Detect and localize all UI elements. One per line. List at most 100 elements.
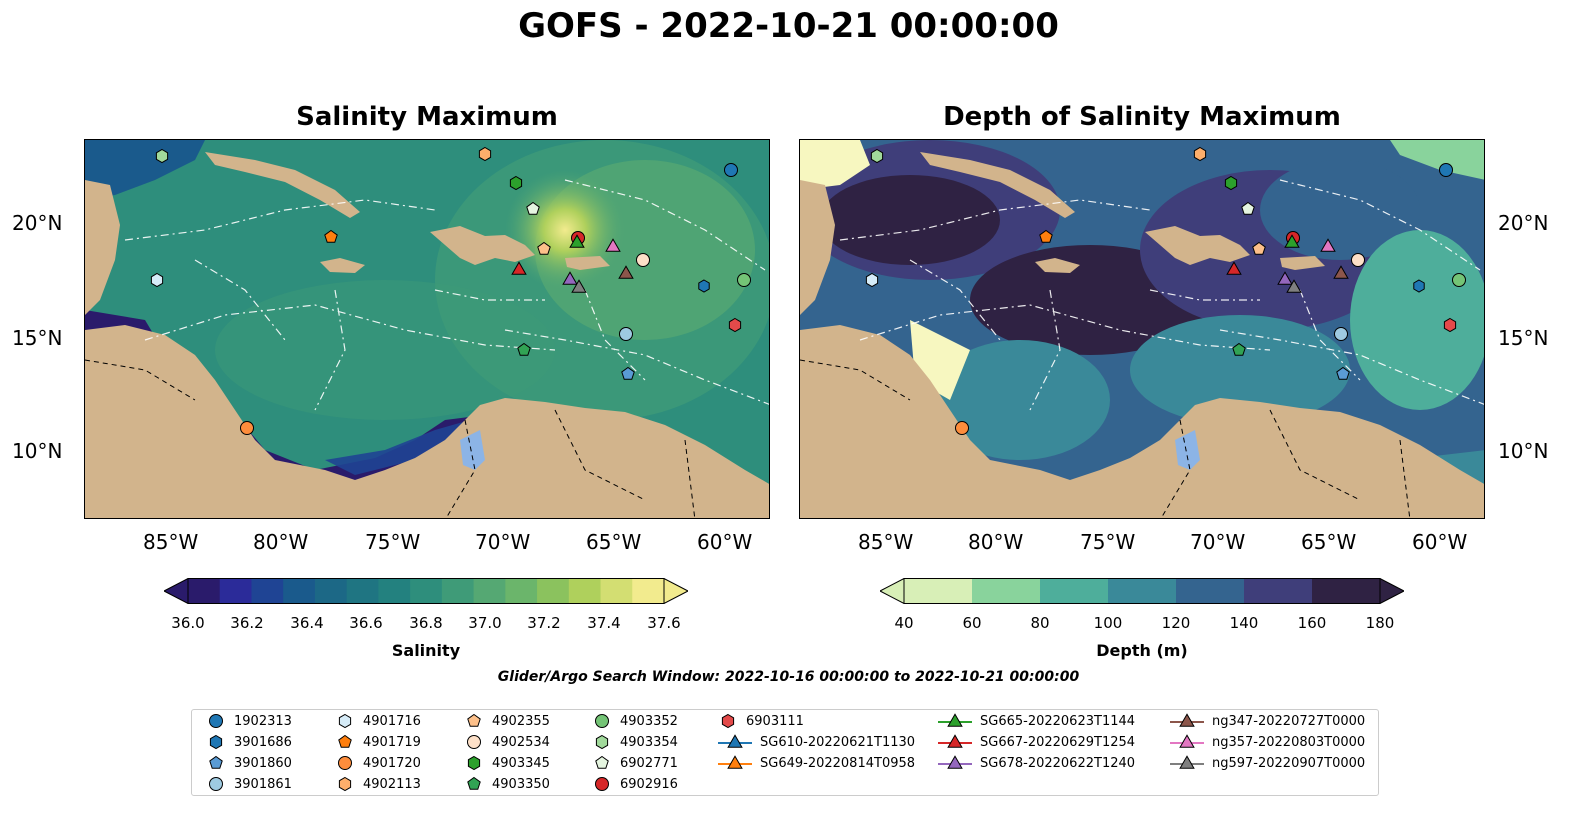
legend-item: SG667-20220629T1254	[938, 732, 1135, 752]
legend-label: 4901719	[363, 734, 421, 750]
y-tick-right-15n: 15°N	[1498, 326, 1549, 350]
x-tick-right-70w: 70°W	[1190, 530, 1246, 554]
map-marker	[724, 163, 738, 177]
legend-label: ng357-20220803T0000	[1212, 734, 1366, 750]
legend-label: 6902916	[620, 776, 678, 792]
x-tick-right-65w: 65°W	[1301, 530, 1357, 554]
figure-title: GOFS - 2022-10-21 00:00:00	[518, 6, 1059, 46]
legend-item: 4903350	[464, 774, 550, 794]
x-tick-left-60w: 60°W	[697, 530, 753, 554]
salinity-tick: 37.0	[468, 614, 502, 632]
legend-marker-icon	[595, 755, 609, 769]
map-marker	[526, 201, 540, 215]
depth-colorbar	[878, 577, 1406, 605]
x-tick-left-65w: 65°W	[586, 530, 642, 554]
legend-label: SG665-20220623T1144	[980, 713, 1136, 729]
legend-marker-icon	[938, 713, 972, 727]
map-marker	[537, 241, 551, 255]
map-marker	[569, 234, 585, 248]
legend-label: SG667-20220629T1254	[980, 734, 1136, 750]
legend-marker-icon	[338, 756, 352, 770]
legend-item: 3901861	[206, 774, 292, 794]
map-marker	[1333, 265, 1349, 279]
legend-marker-icon	[209, 777, 223, 791]
salinity-tick: 36.2	[230, 614, 264, 632]
legend-marker-icon	[595, 734, 609, 750]
legend-marker-icon	[595, 714, 609, 728]
legend-marker-icon	[338, 713, 352, 729]
map-marker	[155, 148, 169, 164]
map-marker	[511, 261, 527, 275]
legend-label: SG678-20220622T1240	[980, 755, 1136, 771]
panel-title-depth: Depth of Salinity Maximum	[943, 102, 1341, 132]
x-tick-left-80w: 80°W	[253, 530, 309, 554]
salinity-tick: 37.4	[587, 614, 621, 632]
legend-item: 4903345	[464, 753, 550, 773]
map-marker	[1193, 146, 1207, 162]
salinity-map	[84, 139, 770, 519]
legend-marker-icon	[467, 713, 481, 727]
map-marker	[1351, 253, 1365, 267]
x-tick-right-75w: 75°W	[1080, 530, 1136, 554]
map-marker	[509, 175, 523, 191]
salinity-tick: 37.2	[527, 614, 561, 632]
map-marker	[1226, 261, 1242, 275]
legend-label: 6902771	[620, 755, 678, 771]
map-marker	[728, 317, 742, 333]
map-marker	[1284, 234, 1300, 248]
legend-label: 3901860	[234, 755, 292, 771]
legend-label: 4901720	[363, 755, 421, 771]
legend-marker-icon	[718, 755, 752, 769]
depth-tick: 160	[1297, 614, 1327, 632]
map-marker	[1452, 273, 1466, 287]
map-marker	[636, 253, 650, 267]
legend-label: 4903354	[620, 734, 678, 750]
legend-marker-icon	[467, 755, 481, 771]
x-tick-left-85w: 85°W	[143, 530, 199, 554]
legend-item: 3901860	[206, 753, 292, 773]
legend-marker-icon	[938, 755, 972, 769]
legend-marker-icon	[338, 776, 352, 792]
legend-marker-icon	[938, 734, 972, 748]
legend-item: 1902313	[206, 711, 292, 731]
map-marker	[1443, 317, 1457, 333]
legend-item: 4902534	[464, 732, 550, 752]
legend-label: 6903111	[746, 713, 804, 729]
legend-label: SG610-20220621T1130	[760, 734, 916, 750]
map-marker	[955, 421, 969, 435]
legend-marker-icon	[718, 734, 752, 748]
legend-label: ng597-20220907T0000	[1212, 755, 1366, 771]
legend-label: 4902113	[363, 776, 421, 792]
legend-marker-icon	[1170, 755, 1204, 769]
legend-item: 4903354	[592, 732, 678, 752]
map-marker	[865, 272, 879, 288]
map-marker	[619, 327, 633, 341]
legend-marker-icon	[1170, 713, 1204, 727]
depth-tick: 60	[962, 614, 982, 632]
legend-item: 4902113	[335, 774, 421, 794]
y-tick-right-10n: 10°N	[1498, 439, 1549, 463]
depth-tick: 80	[1030, 614, 1050, 632]
legend-marker-icon	[209, 734, 223, 750]
legend-item: 6903111	[718, 711, 804, 731]
map-marker	[1241, 201, 1255, 215]
legend-item: SG649-20220814T0958	[718, 753, 915, 773]
legend-label: 4901716	[363, 713, 421, 729]
map-marker	[870, 148, 884, 164]
panel-title-salinity: Salinity Maximum	[296, 102, 558, 132]
map-marker	[1439, 163, 1453, 177]
legend-label: 4902355	[492, 713, 550, 729]
depth-tick: 100	[1093, 614, 1123, 632]
legend-label: ng347-20220727T0000	[1212, 713, 1366, 729]
legend-item: ng597-20220907T0000	[1170, 753, 1365, 773]
salinity-colorbar-label: Salinity	[391, 641, 461, 660]
map-marker	[1286, 279, 1302, 293]
salinity-tick: 36.6	[349, 614, 383, 632]
legend-label: SG649-20220814T0958	[760, 755, 916, 771]
map-marker	[1334, 327, 1348, 341]
legend-item: SG610-20220621T1130	[718, 732, 915, 752]
legend-label: 1902313	[234, 713, 292, 729]
y-tick-left-15n: 15°N	[12, 326, 63, 350]
depth-tick: 180	[1365, 614, 1395, 632]
legend-marker-icon	[1170, 734, 1204, 748]
